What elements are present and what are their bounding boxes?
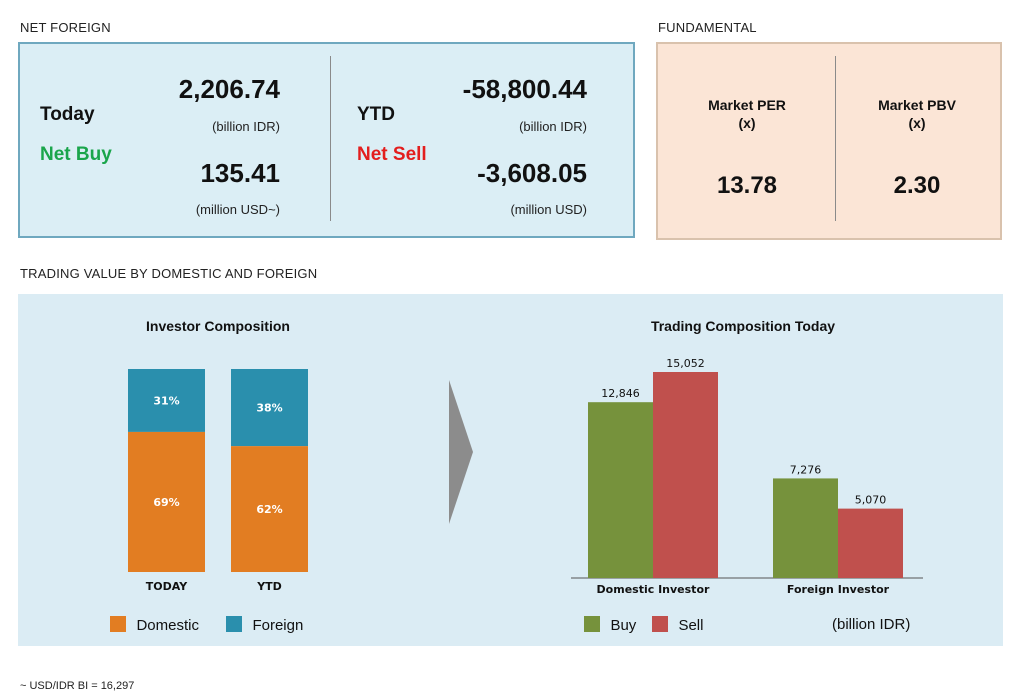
ytd-usd-value: -3,608.05 xyxy=(477,158,587,188)
legend-foreign: Foreign xyxy=(226,616,303,635)
market-pbv-unit: (x) xyxy=(908,115,926,131)
category-tick-label: YTD xyxy=(256,580,282,593)
fundamental-title: FUNDAMENTAL xyxy=(658,20,757,35)
sell-bar-domestic xyxy=(653,372,718,578)
ytd-status: Net Sell xyxy=(357,144,427,165)
trading-section-title: TRADING VALUE BY DOMESTIC AND FOREIGN xyxy=(20,266,318,281)
buy-bar-domestic xyxy=(588,402,653,578)
sell-bar-foreign xyxy=(838,508,903,578)
bar-value-label: 7,276 xyxy=(790,463,822,476)
today-usd-value: 135.41 xyxy=(200,158,280,188)
charts-svg: 31% 69% TODAY 38% 62% YTD 12,846 15,052 Domestic… xyxy=(128,357,923,596)
legend-sell-swatch xyxy=(652,616,668,632)
market-pbv-value: 2.30 xyxy=(893,172,941,199)
legend-domestic-label: Domestic xyxy=(136,617,199,634)
today-status: Net Buy xyxy=(40,144,112,165)
market-per-label: Market PER xyxy=(708,97,786,113)
market-per-unit: (x) xyxy=(738,115,756,131)
arrow-icon xyxy=(449,380,473,524)
trading-composition-title: Trading Composition Today xyxy=(650,318,836,334)
market-per-value: 13.78 xyxy=(716,172,778,199)
legend-domestic-swatch xyxy=(110,616,126,632)
net-foreign-title: NET FOREIGN xyxy=(20,20,111,35)
foreign-bar-today xyxy=(128,369,205,432)
legend-foreign-swatch xyxy=(226,616,242,632)
foreign-value-label: 31% xyxy=(153,394,179,407)
ytd-label: YTD xyxy=(357,104,395,125)
ytd-usd-unit: (million USD) xyxy=(510,202,587,217)
today-usd-unit: (million USD~) xyxy=(195,202,280,217)
market-pbv-label: Market PBV xyxy=(878,97,956,113)
footnote: ~ USD/IDR BI = 16,297 xyxy=(20,680,135,692)
category-tick-label: Domestic Investor xyxy=(597,583,710,596)
today-label: Today xyxy=(40,104,95,125)
category-tick-label: TODAY xyxy=(146,580,188,593)
today-idr-unit: (billion IDR) xyxy=(212,119,280,134)
unit-note: (billion IDR) xyxy=(832,616,911,633)
legend-buy-swatch xyxy=(584,616,600,632)
domestic-bar-ytd xyxy=(231,446,308,572)
fundamental-divider xyxy=(835,56,836,221)
legend-foreign-label: Foreign xyxy=(252,617,304,634)
bar-value-label: 15,052 xyxy=(666,357,705,370)
foreign-bar-ytd xyxy=(231,369,308,447)
bar-value-label: 5,070 xyxy=(855,494,887,507)
foreign-value-label: 38% xyxy=(256,402,282,415)
today-idr-value: 2,206.74 xyxy=(178,74,280,104)
domestic-bar-today xyxy=(128,431,205,572)
ytd-idr-unit: (billion IDR) xyxy=(519,119,587,134)
bar-value-label: 12,846 xyxy=(601,387,640,400)
domestic-value-label: 62% xyxy=(256,503,282,516)
domestic-value-label: 69% xyxy=(153,496,179,509)
ytd-idr-value: -58,800.44 xyxy=(462,74,587,104)
buy-bar-foreign xyxy=(773,478,838,578)
trading-panel: Investor Composition Trading Composition… xyxy=(18,294,1003,646)
legend-sell: Sell xyxy=(652,616,703,635)
legend-buy: Buy xyxy=(584,616,636,635)
net-foreign-panel: Today Net Buy 2,206.74 (billion IDR) 135… xyxy=(18,42,635,238)
fundamental-panel: Market PER (x) 13.78 Market PBV (x) 2.30 xyxy=(656,42,1002,240)
legend-sell-label: Sell xyxy=(678,617,704,634)
net-foreign-divider xyxy=(330,56,331,221)
category-tick-label: Foreign Investor xyxy=(787,583,890,596)
legend-domestic: Domestic xyxy=(110,616,199,635)
legend-buy-label: Buy xyxy=(610,617,637,634)
investor-composition-title: Investor Composition xyxy=(146,318,290,334)
